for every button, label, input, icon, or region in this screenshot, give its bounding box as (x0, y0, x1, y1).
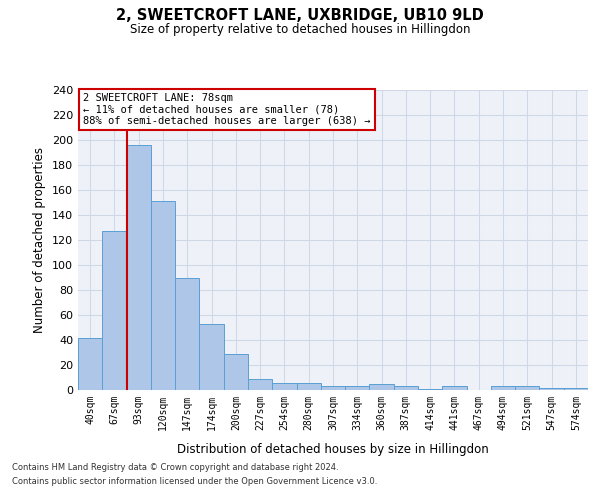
Bar (564, 388, 588, 390)
Bar (539, 388, 564, 390)
Bar (394, 386, 418, 390)
Bar (491, 386, 515, 390)
Bar (127, 145, 151, 390)
Text: Contains public sector information licensed under the Open Government Licence v3: Contains public sector information licen… (12, 477, 377, 486)
Bar (296, 382, 321, 390)
Bar (199, 324, 224, 390)
Bar (248, 379, 272, 390)
Bar (78, 338, 102, 390)
Text: Contains HM Land Registry data © Crown copyright and database right 2024.: Contains HM Land Registry data © Crown c… (12, 464, 338, 472)
Y-axis label: Number of detached properties: Number of detached properties (34, 147, 46, 333)
Bar (272, 382, 296, 390)
Text: Size of property relative to detached houses in Hillingdon: Size of property relative to detached ho… (130, 22, 470, 36)
Bar (175, 278, 199, 390)
Text: 2 SWEETCROFT LANE: 78sqm
← 11% of detached houses are smaller (78)
88% of semi-d: 2 SWEETCROFT LANE: 78sqm ← 11% of detach… (83, 93, 371, 126)
Text: Distribution of detached houses by size in Hillingdon: Distribution of detached houses by size … (177, 442, 489, 456)
Bar (345, 386, 370, 390)
Bar (515, 386, 539, 390)
Bar (224, 354, 248, 390)
Bar (321, 386, 345, 390)
Text: 2, SWEETCROFT LANE, UXBRIDGE, UB10 9LD: 2, SWEETCROFT LANE, UXBRIDGE, UB10 9LD (116, 8, 484, 22)
Bar (418, 389, 442, 390)
Bar (370, 384, 394, 390)
Bar (442, 386, 467, 390)
Bar (102, 231, 127, 390)
Bar (151, 201, 175, 390)
